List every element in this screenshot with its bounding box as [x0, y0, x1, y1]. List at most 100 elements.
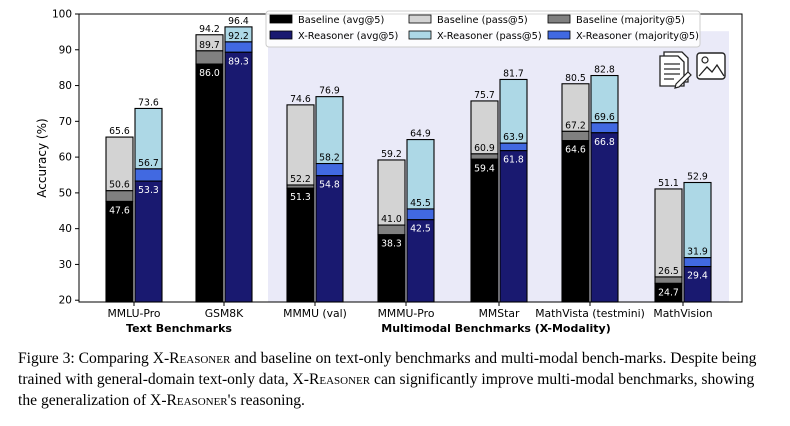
bar-baseline-pass-mathvista-testmini — [561, 83, 590, 132]
bar-xreasoner-majority-gsm8k — [224, 41, 253, 53]
label-baseline-pass-mathvision: 51.1 — [658, 178, 679, 189]
ytick-label: 40 — [59, 223, 72, 235]
legend-label-baseline-avg-5: Baseline (avg@5) — [298, 15, 384, 26]
label-xreasoner-pass-gsm8k: 96.4 — [228, 16, 249, 27]
xtick-label: MathVista (testmini) — [535, 307, 645, 320]
label-baseline-pass-mmlu-pro: 65.6 — [109, 126, 130, 137]
label-xreasoner-avg-mathvista-testmini: 66.8 — [594, 137, 615, 148]
legend-label-x-reasoner-pass-5: X-Reasoner (pass@5) — [437, 31, 542, 42]
bar-xreasoner-majority-mathvista-testmini — [590, 122, 619, 134]
chart: 65.6 50.6 47.6 73.6 56.7 53.3 94.2 89.7 86.0 96.4… — [35, 9, 743, 335]
bar-xreasoner-majority-mmmu-val — [315, 162, 344, 177]
label-baseline-avg-mmlu-pro: 47.6 — [109, 205, 130, 216]
bar-baseline-majority-mathvista-testmini — [561, 130, 590, 142]
bar-baseline-majority-mathvision — [654, 276, 683, 284]
label-baseline-avg-mmstar: 59.4 — [474, 163, 495, 174]
label-xreasoner-pass-mathvista-testmini: 82.8 — [594, 65, 615, 76]
label-xreasoner-majority-mmstar: 63.9 — [503, 132, 524, 143]
bar-baseline-majority-mmlu-pro — [105, 190, 134, 203]
ytick-label: 80 — [59, 80, 72, 92]
label-baseline-pass-gsm8k: 94.2 — [199, 24, 220, 35]
xtick-label: MMMU (val) — [283, 307, 347, 320]
bar-baseline-avg-gsm8k — [195, 63, 224, 303]
xtick-label: GSM8K — [205, 307, 244, 320]
bar-xreasoner-avg-mathvista-testmini — [590, 132, 619, 303]
legend-label-baseline-pass-5: Baseline (pass@5) — [437, 15, 528, 26]
legend-swatch-baseline-pass-5 — [408, 14, 432, 24]
bar-xreasoner-pass-mathvista-testmini — [590, 74, 619, 124]
image-sun — [701, 56, 709, 64]
bar-xreasoner-majority-mmlu-pro — [134, 168, 163, 182]
bar-baseline-avg-mmmu-val — [286, 187, 315, 303]
legend-swatch-x-reasoner-majority-5 — [547, 30, 571, 40]
label-baseline-pass-mmmu-val: 74.6 — [290, 94, 311, 105]
bar-baseline-pass-mmmu-pro — [377, 159, 406, 226]
label-xreasoner-avg-mmmu-val: 54.8 — [319, 180, 340, 191]
ytick-label: 70 — [59, 116, 72, 128]
group-label-multimodal-benchmarks-x-modality: Multimodal Benchmarks (X-Modality) — [381, 322, 611, 335]
label-xreasoner-avg-mmlu-pro: 53.3 — [138, 185, 159, 196]
bar-baseline-majority-gsm8k — [195, 50, 224, 65]
ytick-label: 50 — [59, 187, 72, 199]
label-xreasoner-majority-mmmu-pro: 45.5 — [410, 198, 431, 209]
bar-xreasoner-pass-mathvision — [683, 181, 712, 259]
label-baseline-avg-mathvista-testmini: 64.6 — [565, 145, 586, 156]
bar-xreasoner-avg-mmlu-pro — [134, 180, 163, 303]
legend-label-x-reasoner-avg-5: X-Reasoner (avg@5) — [298, 31, 398, 42]
label-baseline-majority-mmmu-val: 52.2 — [290, 174, 311, 185]
label-baseline-avg-mmmu-pro: 38.3 — [381, 239, 402, 250]
y-axis-label: Accuracy (%) — [35, 118, 49, 197]
bar-xreasoner-majority-mmmu-pro — [406, 208, 435, 221]
bar-baseline-avg-mmstar — [470, 158, 499, 303]
label-xreasoner-pass-mmlu-pro: 73.6 — [138, 97, 159, 108]
bar-baseline-majority-mmstar — [470, 153, 499, 160]
label-xreasoner-avg-mmstar: 61.8 — [503, 155, 524, 166]
label-baseline-avg-mathvision: 24.7 — [658, 287, 679, 298]
label-xreasoner-pass-mmstar: 81.7 — [503, 68, 524, 79]
xtick-label: MMStar — [479, 307, 520, 320]
ytick-label: 60 — [59, 152, 72, 164]
label-baseline-pass-mmstar: 75.7 — [474, 90, 495, 101]
legend-label-x-reasoner-majority-5: X-Reasoner (majority@5) — [576, 31, 699, 42]
bar-xreasoner-avg-mmmu-val — [315, 175, 344, 303]
bar-baseline-pass-mmlu-pro — [105, 136, 134, 192]
legend-swatch-x-reasoner-avg-5 — [269, 30, 293, 40]
legend-swatch-baseline-avg-5 — [269, 14, 293, 24]
xtick-label: MathVision — [653, 307, 712, 320]
ytick-label: 30 — [59, 259, 72, 271]
bar-xreasoner-majority-mmstar — [499, 142, 528, 152]
label-baseline-pass-mathvista-testmini: 80.5 — [565, 73, 586, 84]
xtick-label: MMMU-Pro — [378, 307, 435, 320]
bar-xreasoner-avg-gsm8k — [224, 51, 253, 303]
label-xreasoner-majority-gsm8k: 92.2 — [228, 31, 249, 42]
bar-baseline-pass-mmmu-val — [286, 104, 315, 186]
bar-baseline-avg-mathvista-testmini — [561, 140, 590, 303]
bar-xreasoner-pass-mmstar — [499, 78, 528, 144]
document-icon — [659, 51, 692, 89]
bar-xreasoner-avg-mathvision — [683, 266, 712, 303]
ytick-label: 20 — [59, 295, 72, 307]
label-baseline-majority-mathvista-testmini: 67.2 — [565, 120, 586, 131]
label-baseline-majority-mmlu-pro: 50.6 — [109, 180, 130, 191]
bar-xreasoner-avg-mmstar — [499, 150, 528, 303]
label-baseline-avg-mmmu-val: 51.3 — [290, 192, 311, 203]
legend-swatch-baseline-majority-5 — [547, 14, 571, 24]
label-baseline-majority-mathvision: 26.5 — [658, 266, 679, 277]
image-icon — [696, 52, 726, 80]
label-xreasoner-pass-mmmu-pro: 64.9 — [410, 129, 431, 140]
label-baseline-majority-mmmu-pro: 41.0 — [381, 214, 402, 225]
pencil-shape — [674, 71, 692, 89]
label-xreasoner-pass-mmmu-val: 76.9 — [319, 86, 340, 97]
label-xreasoner-avg-mathvision: 29.4 — [687, 271, 708, 282]
label-xreasoner-majority-mmlu-pro: 56.7 — [138, 158, 159, 169]
legend-label-baseline-majority-5: Baseline (majority@5) — [576, 15, 685, 26]
ytick-label: 90 — [59, 44, 72, 56]
xtick-label: MMLU-Pro — [107, 307, 160, 320]
image-frame — [696, 52, 726, 80]
group-label-text-benchmarks: Text Benchmarks — [126, 322, 232, 335]
bar-xreasoner-majority-mathvision — [683, 257, 712, 268]
bar-xreasoner-pass-mmmu-val — [315, 96, 344, 165]
ytick-label: 100 — [52, 9, 72, 21]
label-xreasoner-avg-gsm8k: 89.3 — [228, 56, 249, 67]
legend-box — [265, 10, 701, 48]
